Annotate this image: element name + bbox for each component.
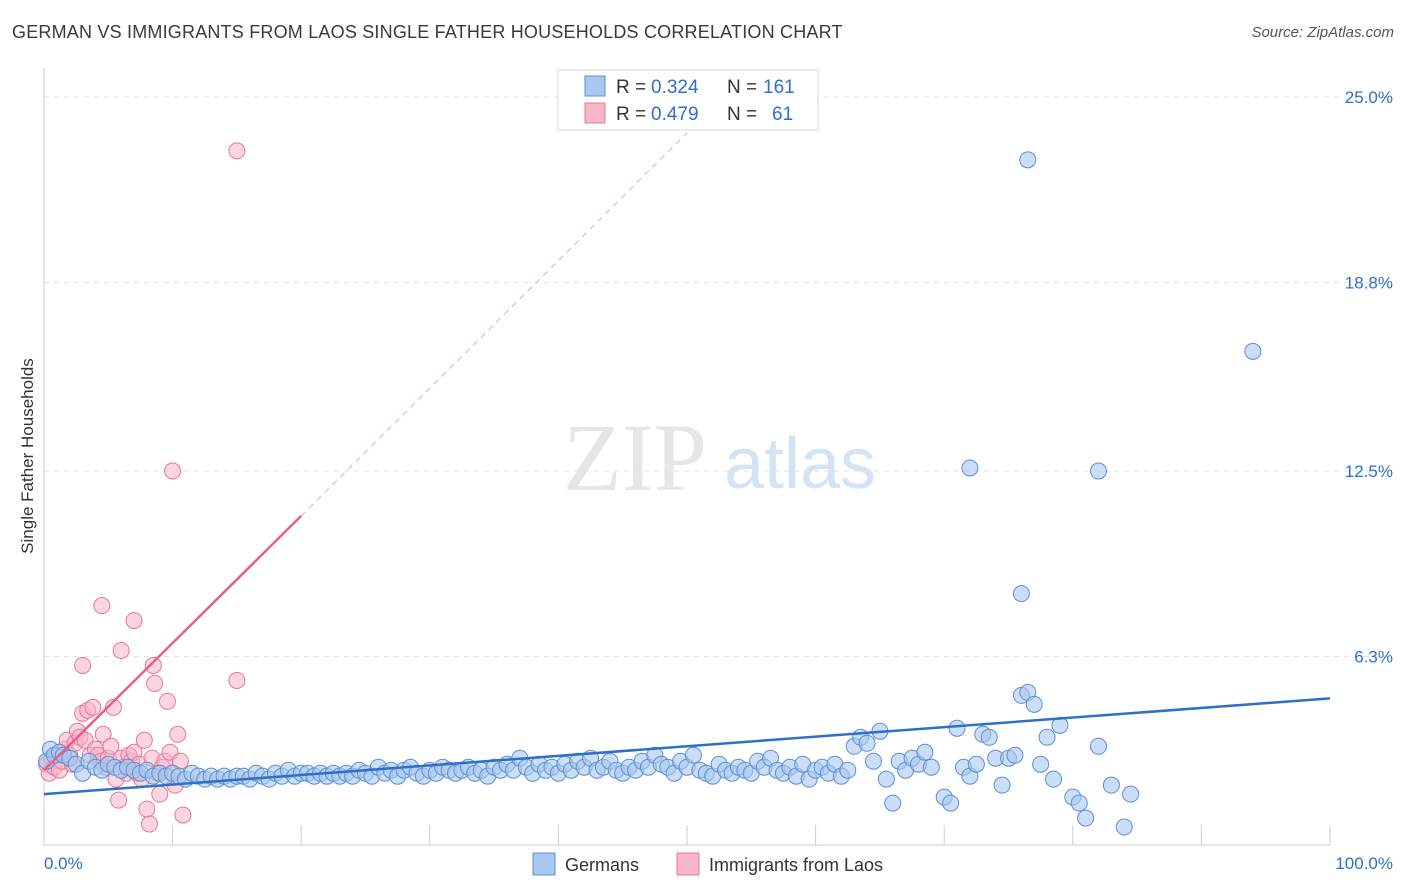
stats-swatch-german bbox=[584, 75, 606, 97]
stats-box: R = 0.324 N = 161 R = 0.479 N = 61 bbox=[557, 69, 819, 131]
german-point-167 bbox=[1012, 585, 1030, 603]
german-point-165 bbox=[1122, 785, 1140, 803]
german-point-149 bbox=[993, 776, 1011, 794]
laos-point-60 bbox=[74, 656, 92, 674]
german-point-102 bbox=[684, 746, 702, 764]
stats-r-german: 0.324 bbox=[651, 77, 699, 98]
stats-swatch-laos bbox=[584, 102, 606, 124]
german-point-170 bbox=[1244, 342, 1262, 360]
laos-point-55 bbox=[112, 642, 130, 660]
y-tick-label-0: 6.3% bbox=[1354, 648, 1393, 667]
y-tick-label-3: 25.0% bbox=[1345, 88, 1393, 107]
y-tick-label-2: 18.8% bbox=[1345, 274, 1393, 293]
stats-n-german: 161 bbox=[763, 77, 795, 98]
german-point-133 bbox=[884, 794, 902, 812]
german-point-139 bbox=[922, 758, 940, 776]
laos-point-44 bbox=[151, 785, 169, 803]
german-point-130 bbox=[864, 752, 882, 770]
german-point-151 bbox=[1006, 746, 1024, 764]
stats-n-laos: 61 bbox=[772, 104, 793, 125]
laos-point-58 bbox=[164, 462, 182, 480]
legend-label-german: Germans bbox=[565, 855, 639, 875]
german-trend-line bbox=[43, 697, 1331, 796]
german-point-161 bbox=[1077, 809, 1095, 827]
german-point-129 bbox=[858, 734, 876, 752]
laos-point-25 bbox=[102, 737, 120, 755]
laos-point-54 bbox=[93, 597, 111, 615]
german-point-168 bbox=[1019, 151, 1037, 169]
german-point-145 bbox=[967, 755, 985, 773]
chart-title: GERMAN VS IMMIGRANTS FROM LAOS SINGLE FA… bbox=[12, 22, 843, 42]
german-point-163 bbox=[1102, 776, 1120, 794]
stats-r-laos: 0.479 bbox=[651, 104, 699, 125]
axes bbox=[43, 68, 1331, 846]
laos-point-42 bbox=[146, 674, 164, 692]
laos-trend-line bbox=[43, 514, 303, 772]
stats-n-label-german: N = bbox=[727, 77, 757, 98]
german-point-156 bbox=[1038, 728, 1056, 746]
laos-series bbox=[38, 142, 246, 833]
laos-point-61 bbox=[228, 142, 246, 160]
german-point-164 bbox=[1115, 818, 1133, 836]
x-tick-label-0: 0.0% bbox=[44, 854, 83, 873]
legend-label-laos: Immigrants from Laos bbox=[709, 855, 883, 875]
stats-r-label-german: R = bbox=[616, 77, 646, 98]
laos-point-57 bbox=[144, 656, 162, 674]
laos-point-40 bbox=[140, 815, 158, 833]
watermark-atlas: atlas bbox=[724, 424, 876, 504]
stats-r-label-laos: R = bbox=[616, 104, 646, 125]
laos-point-47 bbox=[158, 692, 176, 710]
german-point-169 bbox=[1090, 462, 1108, 480]
grid-lines bbox=[44, 96, 1392, 658]
german-point-160 bbox=[1070, 794, 1088, 812]
laos-point-51 bbox=[169, 725, 187, 743]
laos-point-56 bbox=[125, 612, 143, 630]
laos-point-26 bbox=[104, 698, 122, 716]
laos-point-28 bbox=[110, 791, 128, 809]
german-point-157 bbox=[1045, 770, 1063, 788]
laos-point-38 bbox=[135, 731, 153, 749]
x-tick-label-1: 100.0% bbox=[1335, 854, 1393, 873]
german-point-126 bbox=[839, 761, 857, 779]
trend-lines bbox=[43, 132, 1331, 796]
source-label: Source: ZipAtlas.com bbox=[1251, 24, 1394, 41]
y-tick-label-1: 12.5% bbox=[1345, 462, 1393, 481]
laos-trend-extension bbox=[300, 132, 688, 517]
legend: Germans Immigrants from Laos bbox=[532, 852, 883, 876]
german-point-138 bbox=[916, 743, 934, 761]
laos-point-53 bbox=[174, 806, 192, 824]
laos-point-59 bbox=[228, 671, 246, 689]
stats-n-label-laos: N = bbox=[727, 104, 757, 125]
german-point-154 bbox=[1025, 695, 1043, 713]
watermark-zip: ZIP bbox=[563, 404, 707, 511]
laos-point-18 bbox=[84, 698, 102, 716]
german-point-142 bbox=[948, 719, 966, 737]
laos-point-39 bbox=[138, 800, 156, 818]
german-point-155 bbox=[1032, 755, 1050, 773]
german-point-147 bbox=[980, 728, 998, 746]
laos-point-22 bbox=[94, 725, 112, 743]
legend-swatch-german bbox=[532, 852, 556, 876]
tick-labels: 6.3% 12.5% 18.8% 25.0% 0.0% 100.0% bbox=[44, 88, 1393, 873]
german-point-162 bbox=[1090, 737, 1108, 755]
german-point-166 bbox=[961, 459, 979, 477]
german-point-132 bbox=[877, 770, 895, 788]
german-point-141 bbox=[942, 794, 960, 812]
legend-swatch-laos bbox=[676, 852, 700, 876]
